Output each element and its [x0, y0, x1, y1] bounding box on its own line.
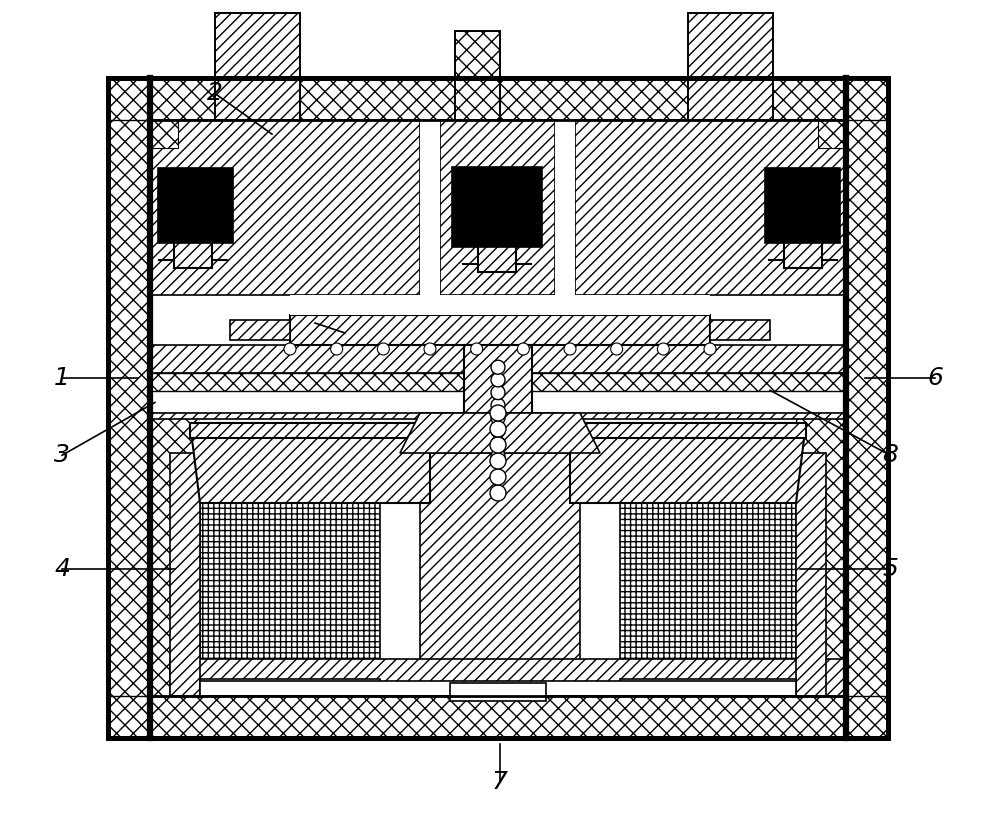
Bar — [200, 413, 796, 696]
Bar — [818, 120, 846, 148]
Circle shape — [491, 424, 505, 437]
Circle shape — [490, 485, 506, 501]
Bar — [150, 413, 200, 696]
Circle shape — [491, 437, 505, 450]
Bar — [688, 13, 773, 120]
Text: 8: 8 — [882, 443, 898, 467]
Bar — [170, 659, 846, 696]
Bar — [190, 423, 806, 438]
Bar — [215, 13, 300, 120]
Bar — [150, 413, 846, 419]
Text: 5: 5 — [882, 557, 898, 581]
Circle shape — [490, 405, 506, 421]
Polygon shape — [575, 120, 846, 295]
Bar — [200, 679, 380, 691]
Circle shape — [490, 469, 506, 485]
Circle shape — [491, 385, 505, 399]
Bar — [450, 683, 546, 701]
Polygon shape — [400, 413, 600, 453]
Circle shape — [657, 343, 669, 355]
Bar — [150, 120, 178, 148]
Text: 6: 6 — [927, 366, 943, 390]
Bar — [464, 345, 532, 493]
Bar — [620, 423, 796, 686]
Circle shape — [490, 453, 506, 469]
Bar — [455, 31, 500, 120]
Bar — [796, 413, 846, 696]
Bar — [108, 78, 888, 738]
Text: 3: 3 — [54, 443, 70, 467]
Circle shape — [704, 343, 716, 355]
Bar — [200, 681, 796, 696]
Bar — [555, 120, 575, 295]
Circle shape — [491, 449, 505, 463]
Circle shape — [611, 343, 623, 355]
Text: 2: 2 — [207, 81, 223, 106]
Bar — [150, 345, 846, 373]
Bar — [158, 168, 233, 243]
Bar — [200, 423, 380, 686]
Bar — [710, 320, 770, 340]
Bar — [796, 453, 826, 696]
Circle shape — [491, 411, 505, 425]
Polygon shape — [440, 120, 555, 295]
Bar — [846, 78, 888, 738]
Text: 1: 1 — [54, 366, 70, 390]
Circle shape — [377, 343, 389, 355]
Bar — [108, 78, 888, 738]
Text: 4: 4 — [54, 557, 70, 581]
Polygon shape — [150, 120, 420, 295]
Circle shape — [491, 398, 505, 412]
Bar — [108, 78, 888, 120]
Bar — [108, 78, 150, 738]
Bar — [290, 295, 710, 315]
Text: 7: 7 — [492, 770, 508, 794]
Bar — [620, 679, 796, 691]
Circle shape — [564, 343, 576, 355]
Circle shape — [491, 360, 505, 374]
Bar — [230, 320, 290, 340]
Polygon shape — [190, 423, 430, 503]
Circle shape — [424, 343, 436, 355]
Polygon shape — [570, 423, 806, 503]
Bar — [150, 373, 846, 391]
Bar — [452, 167, 542, 247]
Bar — [290, 315, 710, 345]
Circle shape — [331, 343, 343, 355]
Circle shape — [517, 343, 529, 355]
Bar — [170, 453, 200, 696]
Circle shape — [490, 437, 506, 453]
Circle shape — [471, 343, 483, 355]
Bar — [765, 168, 840, 243]
Circle shape — [490, 421, 506, 437]
Bar — [420, 453, 580, 696]
Bar — [108, 696, 888, 738]
Circle shape — [284, 343, 296, 355]
Bar — [420, 120, 440, 295]
Circle shape — [491, 373, 505, 387]
